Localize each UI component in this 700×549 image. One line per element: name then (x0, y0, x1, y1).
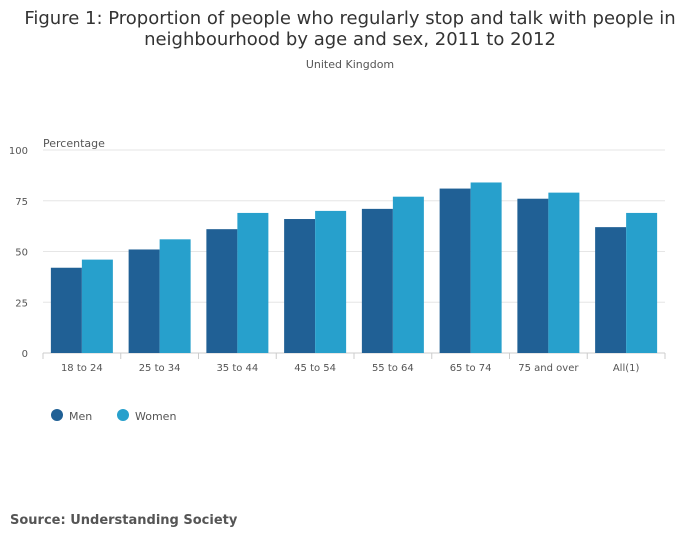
bar-men[interactable] (206, 229, 238, 353)
bar-men[interactable] (361, 208, 393, 353)
x-tick-label: All(1) (613, 363, 640, 374)
chart-title-line-1: Figure 1: Proportion of people who regul… (24, 8, 676, 29)
bar-women[interactable] (237, 212, 269, 353)
legend-label-women: Women (135, 410, 176, 423)
y-tick-label: 75 (15, 197, 28, 208)
y-tick-label: 100 (9, 146, 28, 157)
x-tick-label: 45 to 54 (294, 363, 336, 374)
legend-marker-men (51, 409, 63, 421)
bar-women[interactable] (81, 259, 113, 353)
x-tick-label: 35 to 44 (216, 363, 258, 374)
x-tick-label: 18 to 24 (61, 363, 103, 374)
bar-women[interactable] (159, 239, 191, 353)
y-tick-label: 25 (15, 298, 28, 309)
y-tick-label: 50 (15, 248, 28, 259)
bar-men[interactable] (595, 227, 627, 353)
bar-women[interactable] (315, 210, 347, 353)
bar-men[interactable] (439, 188, 471, 353)
bar-women[interactable] (626, 212, 658, 353)
bar-men[interactable] (284, 219, 316, 353)
y-tick-label: 0 (22, 349, 28, 360)
bar-women[interactable] (548, 192, 580, 353)
bar-women[interactable] (470, 182, 502, 353)
chart-subtitle: United Kingdom (305, 58, 395, 71)
bar-chart: Percentage 0 25 50 75 100 18 to 24 25 to 34 35 t… (9, 137, 666, 423)
source-note: Source: Understanding Society (10, 513, 238, 528)
y-axis-label: Percentage (43, 137, 105, 150)
x-tick-label: 55 to 64 (372, 363, 414, 374)
x-tick-label: 75 and over (518, 363, 579, 374)
bar-men[interactable] (517, 198, 549, 353)
legend-label-men: Men (69, 410, 92, 423)
x-tick-label: 65 to 74 (450, 363, 492, 374)
chart-title: Figure 1: Proportion of people who regul… (0, 8, 700, 50)
bar-women[interactable] (392, 196, 424, 353)
bar-men[interactable] (50, 267, 82, 353)
x-tick-label: 25 to 34 (139, 363, 181, 374)
chart-title-line-2: neighbourhood by age and sex, 2011 to 20… (144, 29, 556, 50)
bar-men[interactable] (128, 249, 160, 353)
legend-marker-women (117, 409, 129, 421)
